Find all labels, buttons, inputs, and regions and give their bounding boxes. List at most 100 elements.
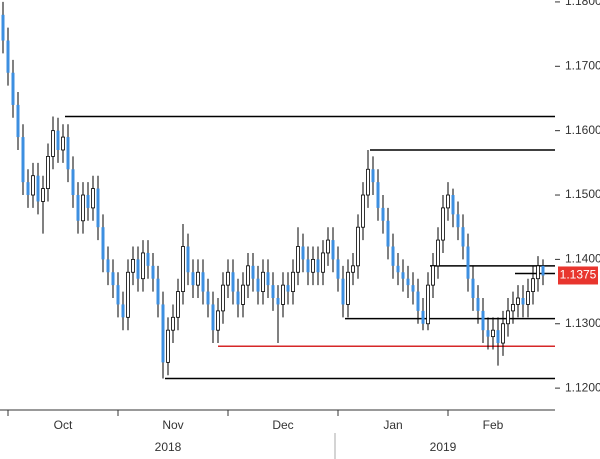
- candle-body: [71, 169, 75, 196]
- candle-body: [326, 239, 330, 254]
- candle-body: [206, 291, 210, 305]
- candle-body: [541, 265, 545, 276]
- candle-body: [41, 188, 45, 202]
- candle-body: [306, 259, 310, 273]
- candle-body: [211, 304, 215, 331]
- candle-body: [106, 259, 110, 273]
- candle-body: [531, 278, 535, 292]
- candle-body: [241, 284, 245, 305]
- candle-body: [51, 130, 55, 157]
- candle-body: [456, 214, 460, 228]
- candle-body: [381, 207, 385, 221]
- candle-body: [181, 246, 185, 292]
- candle-body: [256, 278, 260, 292]
- candle-body: [301, 246, 305, 260]
- candle-body: [521, 298, 525, 305]
- candle-body: [526, 291, 530, 305]
- candle-body: [486, 330, 490, 337]
- candle-body: [396, 265, 400, 273]
- candle-body: [411, 285, 415, 292]
- candle-body: [476, 298, 480, 311]
- candle-body: [501, 323, 505, 344]
- candle-body: [491, 329, 495, 338]
- candle-body: [26, 182, 30, 196]
- candle-body: [131, 258, 135, 273]
- candle-body: [46, 156, 50, 189]
- candle-body: [81, 194, 85, 222]
- candle-body: [471, 278, 475, 299]
- candle-body: [291, 271, 295, 292]
- candle-body: [296, 246, 300, 273]
- candle-body: [446, 194, 450, 209]
- y-tick-label: 1.1700: [565, 58, 600, 72]
- candle-body: [356, 226, 360, 267]
- last-price-box: [558, 266, 598, 285]
- candle-body: [176, 291, 180, 318]
- candle-body: [66, 137, 70, 170]
- candle-body: [216, 310, 220, 331]
- candle-body: [441, 207, 445, 241]
- y-tick-label: 1.1800: [565, 0, 600, 8]
- candle-body: [201, 272, 205, 292]
- candle-body: [426, 284, 430, 325]
- y-tick-label: 1.1600: [565, 123, 600, 137]
- year-label: 2018: [155, 440, 182, 454]
- candle-body: [56, 130, 60, 150]
- candle-body: [86, 195, 90, 208]
- candle-body: [436, 239, 440, 267]
- candle-body: [511, 304, 515, 312]
- candle-body: [346, 271, 350, 305]
- candle-body: [16, 104, 20, 138]
- x-tick-label: Oct: [54, 418, 73, 432]
- candle-body: [111, 272, 115, 286]
- candle-body: [221, 284, 225, 312]
- candle-body: [481, 310, 485, 331]
- candle-body: [6, 40, 10, 73]
- candle-body: [186, 246, 190, 273]
- candle-body: [391, 246, 395, 266]
- candle-body: [76, 195, 80, 221]
- candle-body: [281, 284, 285, 305]
- candle-body: [451, 195, 455, 215]
- candle-body: [121, 304, 125, 318]
- candle-body: [231, 272, 235, 292]
- x-tick-label: Nov: [162, 418, 183, 432]
- candle-body: [286, 285, 290, 292]
- candle-body: [316, 259, 320, 273]
- candle-body: [171, 316, 175, 331]
- x-tick-label: Dec: [272, 418, 293, 432]
- candle-body: [506, 310, 510, 325]
- candle-body: [361, 194, 365, 228]
- candle-body: [126, 271, 130, 318]
- candle-body: [386, 220, 390, 247]
- candle-body: [166, 329, 170, 363]
- y-tick-label: 1.1400: [565, 252, 600, 266]
- candle-body: [401, 272, 405, 279]
- candle-body: [141, 252, 145, 280]
- candle-body: [196, 271, 200, 286]
- candle-body: [146, 252, 150, 266]
- candle-body: [11, 72, 15, 105]
- candle-body: [331, 240, 335, 260]
- candle-body: [336, 259, 340, 279]
- candle-body: [466, 246, 470, 279]
- x-tick-label: Jan: [383, 418, 402, 432]
- candle-body: [101, 227, 105, 260]
- candle-body: [421, 310, 425, 324]
- candle-body: [366, 168, 370, 196]
- candle-body: [36, 175, 40, 202]
- candle-body: [461, 227, 465, 247]
- candle-body: [191, 272, 195, 286]
- candle-body: [1, 14, 5, 41]
- candle-body: [251, 265, 255, 279]
- candle-body: [156, 278, 160, 305]
- candle-body: [266, 272, 270, 286]
- candle-body: [321, 252, 325, 273]
- candle-body: [236, 291, 240, 305]
- last-price-label: 1.1375: [560, 268, 597, 282]
- candle-body: [261, 271, 265, 292]
- candle-body: [226, 271, 230, 286]
- candle-body: [276, 298, 280, 305]
- candle-body: [61, 136, 65, 151]
